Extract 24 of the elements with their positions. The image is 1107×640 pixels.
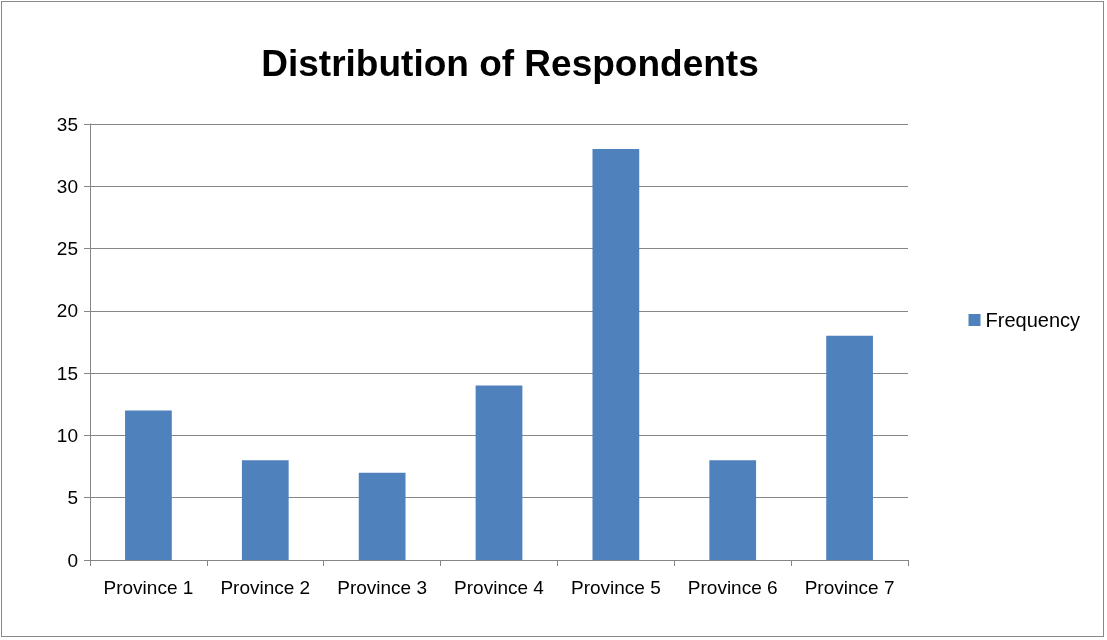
y-tick-label: 15 [56,362,78,384]
y-tick-label: 20 [56,300,78,322]
bar [709,460,757,560]
y-tick-label: 30 [56,175,78,197]
bar [592,148,640,560]
y-tick-label: 0 [67,549,78,571]
x-tick-label: Province 6 [687,577,778,598]
y-tick-label: 10 [56,424,78,446]
bar [826,335,873,560]
bar [125,410,172,560]
bar [241,460,289,560]
y-tick-label: 35 [56,113,78,135]
y-tick-label: 5 [67,487,78,509]
bar [358,472,406,560]
x-tick-label: Province 7 [804,577,895,598]
x-tick-label: Province 5 [570,577,661,598]
y-tick-label: 25 [56,238,78,260]
x-tick-label: Province 2 [220,577,311,598]
chart-title: Distribution of Respondents [261,43,759,84]
x-tick-label: Province 1 [103,577,194,598]
bar [475,385,523,560]
x-tick-label: Province 4 [454,577,545,598]
legend-label: Frequency [985,309,1081,331]
x-tick-label: Province 3 [337,577,428,598]
